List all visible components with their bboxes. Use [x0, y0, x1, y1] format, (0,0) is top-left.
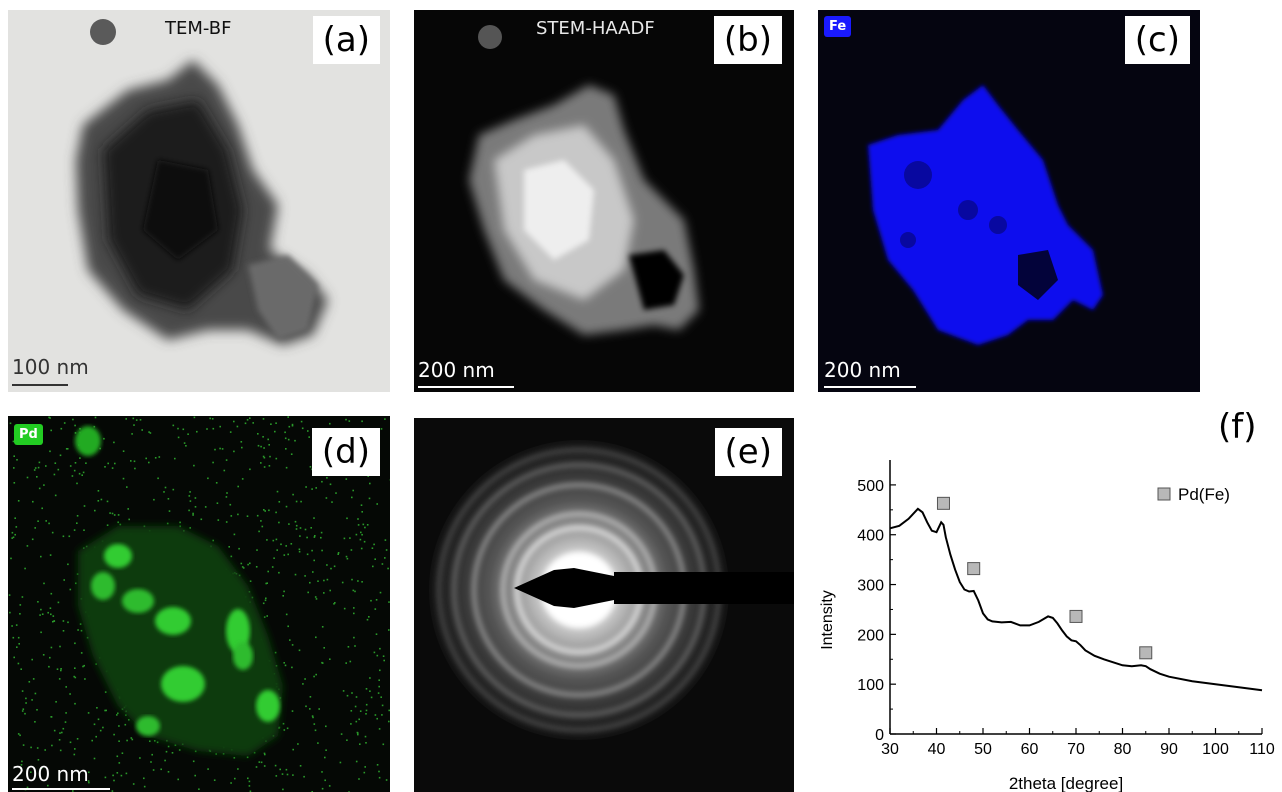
panel-label: (b) — [713, 16, 782, 64]
pd-fe-peak-marker — [1139, 646, 1153, 660]
y-tick-label: 200 — [857, 627, 884, 644]
panel-label: (e) — [714, 428, 782, 476]
y-tick-label: 100 — [857, 677, 884, 694]
x-tick-label: 80 — [1114, 741, 1132, 758]
scale-bar-label: 200 nm — [418, 358, 495, 382]
scale-bar — [418, 386, 514, 388]
scale-bar — [12, 384, 68, 386]
x-tick-label: 100 — [1202, 741, 1229, 758]
panel-label: (f) — [1218, 407, 1257, 447]
y-axis-label: Intensity — [819, 590, 836, 650]
scale-bar — [824, 386, 916, 388]
y-tick-label: 500 — [857, 478, 884, 495]
legend-label: Pd(Fe) — [1178, 485, 1230, 504]
x-tick-label: 60 — [1021, 741, 1039, 758]
y-tick-label: 300 — [857, 578, 884, 595]
panel-label: (d) — [311, 428, 380, 476]
x-tick-label: 40 — [928, 741, 946, 758]
panel-caption: TEM-BF — [165, 18, 232, 39]
panel-e: (e) — [414, 418, 794, 792]
x-tick-label: 50 — [974, 741, 992, 758]
panel-label: (a) — [312, 16, 380, 64]
fe-map-image — [868, 85, 1103, 345]
xrd-line-series — [889, 507, 1263, 692]
scale-bar-label: 200 nm — [824, 358, 901, 382]
legend-marker — [1157, 487, 1171, 501]
y-tick-label: 400 — [857, 528, 884, 545]
panel-b: STEM-HAADF (b) 200 nm — [414, 10, 794, 392]
scale-bar — [12, 788, 110, 790]
panel-c: Fe (c) 200 nm — [818, 10, 1200, 392]
scale-bar-label: 200 nm — [12, 762, 89, 786]
x-tick-label: 90 — [1160, 741, 1178, 758]
pd-fe-peak-marker — [1069, 609, 1083, 623]
x-axis-label: 2theta [degree] — [1009, 774, 1123, 792]
panel-f: (f) 30 40 50 60 70 80 90 100 110 0 100 200 300 400 500… — [810, 402, 1282, 792]
x-tick-label: 110 — [1249, 741, 1275, 758]
panel-caption: STEM-HAADF — [536, 18, 655, 39]
pd-fe-peak-marker — [936, 496, 950, 510]
y-tick-label: 0 — [875, 727, 884, 744]
x-tick-label: 30 — [881, 741, 899, 758]
panel-label: (c) — [1124, 16, 1190, 64]
element-label: Fe — [824, 16, 852, 37]
xrd-chart: 30 40 50 60 70 80 90 100 110 0 100 200 300 400 500 Int… — [819, 460, 1275, 792]
x-tick-label: 70 — [1067, 741, 1085, 758]
pd-map-image — [8, 416, 390, 792]
scale-bar-label: 100 nm — [12, 355, 89, 379]
diffraction-pattern-image — [429, 440, 794, 740]
panel-d: Pd (d) 200 nm — [8, 416, 390, 792]
element-label: Pd — [14, 424, 43, 445]
pd-fe-peak-marker — [967, 562, 981, 576]
stem-haadf-image — [469, 25, 699, 335]
tem-bf-image — [76, 19, 328, 345]
panel-a: TEM-BF (a) 100 nm — [8, 10, 390, 392]
